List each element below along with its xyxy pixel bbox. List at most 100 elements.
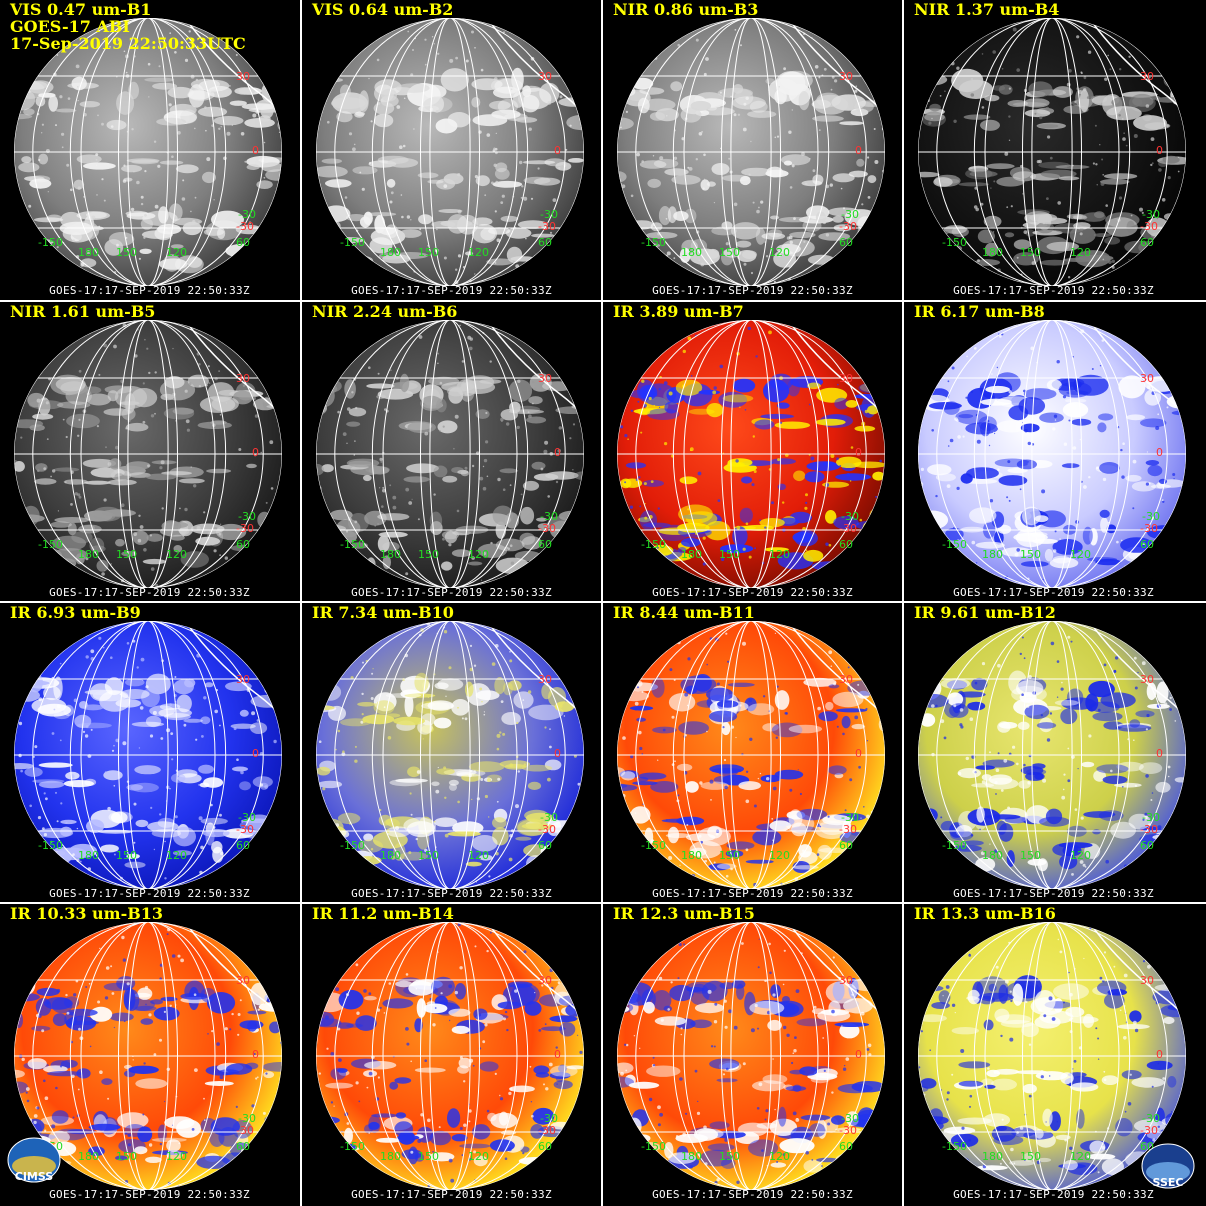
earth-disk-image xyxy=(918,922,1186,1190)
longitude-label: -150 xyxy=(38,839,63,852)
band-label: VIS 0.64 um-B2 xyxy=(312,0,454,19)
longitude-label: 120 xyxy=(166,1150,187,1163)
longitude-label: 180 xyxy=(78,1150,99,1163)
lat-lon-grid xyxy=(316,320,584,588)
earth-disk-image xyxy=(14,621,282,889)
band-label: VIS 0.47 um-B1 xyxy=(10,0,152,19)
coastline xyxy=(790,925,885,1117)
latitude-label: 0 xyxy=(252,144,259,157)
latitude-label: 30 xyxy=(1140,673,1154,686)
longitude-label: 60 xyxy=(839,1140,853,1153)
longitude-label: 180 xyxy=(681,246,702,259)
image-footer-timestamp: GOES-17:17-SEP-2019 22:50:33Z xyxy=(351,586,552,599)
longitude-label: -150 xyxy=(38,538,63,551)
band-panel: VIS 0.47 um-B1 GOES-17 ABI 17-Sep-2019 22:… xyxy=(0,0,299,299)
longitude-label: 60 xyxy=(1140,538,1154,551)
latitude-label: 0 xyxy=(1156,747,1163,760)
latitude-label: -30 xyxy=(538,522,556,535)
longitude-label: -150 xyxy=(942,1140,967,1153)
lat-lon-grid xyxy=(316,922,584,1190)
latitude-label: 30 xyxy=(538,974,552,987)
longitude-label: 150 xyxy=(116,849,137,862)
latitude-label: -30 xyxy=(236,220,254,233)
latitude-label: -30 xyxy=(839,1124,857,1137)
longitude-label: 150 xyxy=(418,548,439,561)
longitude-label: -150 xyxy=(942,236,967,249)
lat-lon-grid xyxy=(918,621,1186,889)
band-label: NIR 1.37 um-B4 xyxy=(914,0,1060,19)
grid-label: -30 xyxy=(238,510,256,523)
longitude-label: 120 xyxy=(1070,849,1091,862)
image-footer-timestamp: GOES-17:17-SEP-2019 22:50:33Z xyxy=(652,284,853,297)
latitude-label: -30 xyxy=(839,823,857,836)
latitude-label: -30 xyxy=(1140,220,1158,233)
longitude-label: -150 xyxy=(38,236,63,249)
earth-disk-image xyxy=(14,18,282,286)
image-footer-timestamp: GOES-17:17-SEP-2019 22:50:33Z xyxy=(652,586,853,599)
earth-disk-image xyxy=(617,621,885,889)
earth-disk-image xyxy=(617,18,885,286)
latitude-label: 30 xyxy=(236,974,250,987)
longitude-label: 120 xyxy=(468,246,489,259)
grid-label: -30 xyxy=(1142,811,1160,824)
longitude-label: 60 xyxy=(1140,839,1154,852)
latitude-label: 30 xyxy=(839,70,853,83)
band-label: IR 7.34 um-B10 xyxy=(312,603,454,622)
longitude-label: -150 xyxy=(942,538,967,551)
latitude-label: 0 xyxy=(252,446,259,459)
image-timestamp: 17-Sep-2019 22:50:33UTC xyxy=(10,34,246,53)
band-panel: NIR 1.61 um-B5 30 0 -30 -30 -150 180 150 120 60 GO… xyxy=(0,302,299,601)
longitude-label: 180 xyxy=(380,246,401,259)
grid-label: -30 xyxy=(540,208,558,221)
coastline xyxy=(187,624,282,816)
earth-disk-image xyxy=(918,320,1186,588)
image-footer-timestamp: GOES-17:17-SEP-2019 22:50:33Z xyxy=(49,887,250,900)
latitude-label: -30 xyxy=(538,1124,556,1137)
longitude-label: 150 xyxy=(1020,548,1041,561)
latitude-label: 0 xyxy=(252,1048,259,1061)
band-panel: NIR 2.24 um-B6 30 0 -30 -30 -150 180 150 120 60 GO… xyxy=(302,302,601,601)
longitude-label: 120 xyxy=(769,1150,790,1163)
lat-lon-grid xyxy=(14,18,282,286)
longitude-label: 180 xyxy=(380,1150,401,1163)
latitude-label: 30 xyxy=(236,372,250,385)
longitude-label: 150 xyxy=(1020,849,1041,862)
earth-disk-image xyxy=(617,320,885,588)
longitude-label: 60 xyxy=(538,1140,552,1153)
coastline xyxy=(1091,21,1186,213)
longitude-label: 150 xyxy=(116,548,137,561)
coastline xyxy=(187,323,282,515)
longitude-label: 120 xyxy=(468,849,489,862)
earth-disk-image xyxy=(918,621,1186,889)
longitude-label: 120 xyxy=(769,849,790,862)
image-footer-timestamp: GOES-17:17-SEP-2019 22:50:33Z xyxy=(49,1188,250,1201)
lat-lon-grid xyxy=(918,18,1186,286)
latitude-label: 0 xyxy=(855,144,862,157)
latitude-label: 30 xyxy=(839,673,853,686)
grid-label: -30 xyxy=(238,1112,256,1125)
longitude-label: 180 xyxy=(78,849,99,862)
panel-divider xyxy=(902,0,904,1206)
band-panel: NIR 0.86 um-B3 30 0 -30 -30 -150 180 150 120 60 GO… xyxy=(603,0,902,299)
longitude-label: 60 xyxy=(1140,236,1154,249)
band-label: IR 6.17 um-B8 xyxy=(914,302,1045,321)
ssec-logo: SSEC xyxy=(1140,1142,1196,1196)
latitude-label: 30 xyxy=(538,372,552,385)
earth-disk-image xyxy=(617,922,885,1190)
longitude-label: 150 xyxy=(418,246,439,259)
longitude-label: -150 xyxy=(641,839,666,852)
grid-label: -30 xyxy=(1142,510,1160,523)
latitude-label: 30 xyxy=(538,673,552,686)
latitude-label: 0 xyxy=(1156,1048,1163,1061)
longitude-label: 180 xyxy=(380,849,401,862)
longitude-label: 60 xyxy=(839,236,853,249)
longitude-label: 180 xyxy=(681,1150,702,1163)
band-panel: IR 13.3 um-B16 30 0 -30 -30 -150 180 150 120 60 GO… xyxy=(904,904,1203,1203)
coastline xyxy=(1091,323,1186,515)
earth-disk-image xyxy=(918,18,1186,286)
longitude-label: 150 xyxy=(1020,1150,1041,1163)
grid-label: -30 xyxy=(540,1112,558,1125)
band-label: IR 12.3 um-B15 xyxy=(613,904,755,923)
earth-disk-image xyxy=(316,18,584,286)
latitude-label: -30 xyxy=(1140,823,1158,836)
